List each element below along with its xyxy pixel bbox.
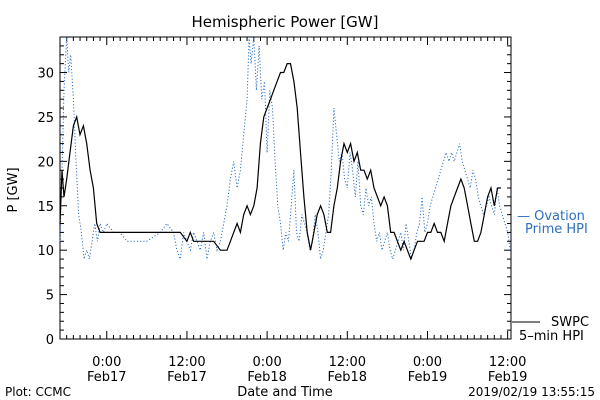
legend-swpc: SWPC 5–min HPI <box>512 315 589 344</box>
legend-swpc-line1: SWPC <box>551 315 589 330</box>
x-tick-time: 0:00 <box>413 355 442 370</box>
x-tick-time: 0:00 <box>92 355 121 370</box>
y-tick-label: 20 <box>37 155 54 170</box>
x-tick-date: Feb19 <box>408 370 448 385</box>
y-axis: 0 5 10 15 20 25 30 <box>37 36 511 348</box>
footer-right: 2019/02/19 13:55:15 <box>468 385 595 399</box>
legend-ovation-line1: — Ovation <box>517 209 585 224</box>
footer-left: Plot: CCMC <box>5 385 71 399</box>
series-layer <box>59 36 511 261</box>
x-tick-date: Feb17 <box>87 370 127 385</box>
y-axis-label: P [GW] <box>6 167 21 212</box>
y-tick-label: 10 <box>37 244 54 259</box>
y-tick-label: 15 <box>37 200 54 215</box>
x-tick-time: 0:00 <box>253 355 282 370</box>
x-tick-time: 12:00 <box>489 355 526 370</box>
series-swpc-line <box>59 62 501 261</box>
chart-title: Hemispheric Power [GW] <box>192 13 379 31</box>
x-tick-time: 12:00 <box>329 355 366 370</box>
legend-ovation: — Ovation Prime HPI <box>517 209 588 237</box>
legend-ovation-line2: Prime HPI <box>525 222 588 237</box>
x-tick-time: 12:00 <box>168 355 205 370</box>
x-tick-date: Feb18 <box>247 370 287 385</box>
x-tick-date: Feb19 <box>488 370 528 385</box>
plot-frame <box>59 36 512 340</box>
y-tick-label: 0 <box>46 333 54 348</box>
y-tick-label: 30 <box>37 67 54 82</box>
y-tick-label: 25 <box>37 111 54 126</box>
y-tick-label: 5 <box>46 289 54 304</box>
x-tick-date: Feb17 <box>167 370 207 385</box>
legend-swpc-line2: 5–min HPI <box>519 329 584 344</box>
series-ovation-line <box>59 36 511 261</box>
x-axis: 0:00Feb1712:00Feb170:00Feb1812:00Feb180:… <box>59 37 528 385</box>
x-tick-date: Feb18 <box>328 370 368 385</box>
x-axis-label: Date and Time <box>237 385 333 400</box>
